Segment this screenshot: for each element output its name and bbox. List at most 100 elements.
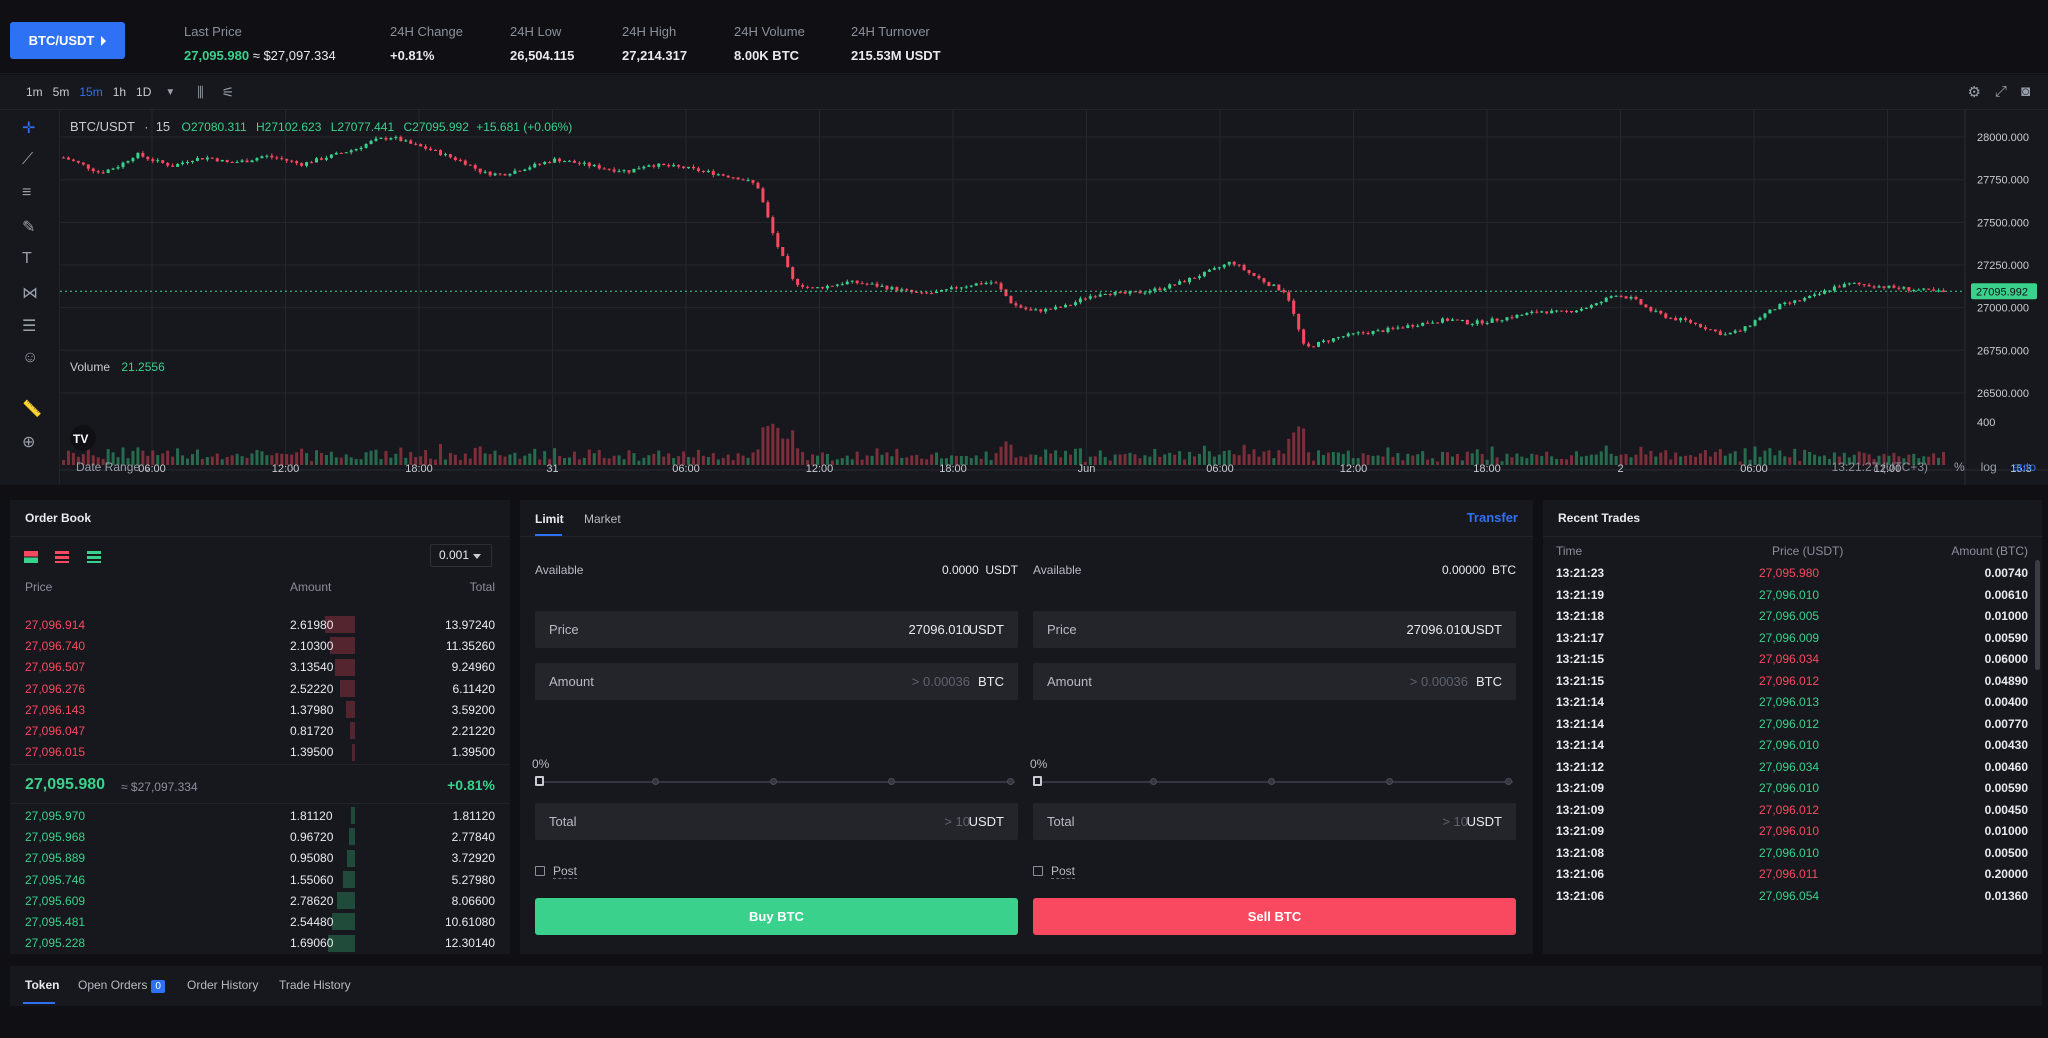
volume-bar: [1004, 441, 1008, 465]
volume-bar: [1698, 453, 1702, 465]
buy-amount-input[interactable]: Amount > 0.00036 BTC: [535, 663, 1018, 700]
candle-body: [1500, 320, 1504, 322]
book-both-icon[interactable]: [24, 551, 38, 563]
candle-body: [1599, 301, 1603, 304]
pair-selector-button[interactable]: BTC/USDT: [10, 22, 125, 59]
candle-body: [225, 160, 229, 163]
trade-row: 13:21:09 27,096.010 0.00590: [1543, 777, 2042, 799]
checkbox[interactable]: [1033, 866, 1043, 876]
stat-24h-high: 24H High 27,214.317: [622, 24, 687, 63]
candle-body: [1282, 290, 1286, 293]
buy-percent-slider[interactable]: [535, 776, 1018, 787]
volume-bar: [225, 456, 229, 465]
tab-trade-history[interactable]: Trade History: [279, 978, 351, 992]
candle-type-icon[interactable]: ⫼: [197, 83, 204, 100]
volume-bar: [657, 450, 661, 465]
ask-row[interactable]: 27,096.143 1.37980 3.59200: [10, 699, 510, 720]
bid-total: 1.81120: [452, 808, 496, 823]
slider-handle[interactable]: [535, 776, 544, 786]
ask-row[interactable]: 27,096.015 1.39500 1.39500: [10, 742, 510, 763]
trade-row: 13:21:18 27,096.005 0.01000: [1543, 605, 2042, 627]
candle-body: [434, 149, 438, 151]
volume-bar: [1272, 458, 1276, 465]
precision-select[interactable]: 0.001: [430, 544, 492, 567]
chart-clock: 13:21:27 (UTC+3): [1831, 460, 1928, 474]
scale-auto-toggle[interactable]: auto: [2012, 460, 2036, 474]
buy-total-input[interactable]: Total > 10 USDT: [535, 803, 1018, 840]
settings-gear-icon[interactable]: ⚙: [1967, 84, 1981, 101]
price-chart[interactable]: 28000.000 27750.000 27500.000 27250.000 2700…: [60, 110, 2048, 485]
transfer-link[interactable]: Transfer: [1466, 510, 1518, 525]
fib-lines-icon[interactable]: ≡: [22, 184, 32, 201]
scale-log-toggle[interactable]: log: [1980, 460, 1997, 474]
bid-row[interactable]: 27,095.228 1.69060 12.30140: [10, 933, 510, 954]
crosshair-icon[interactable]: ✛: [22, 120, 36, 137]
tab-order-history[interactable]: Order History: [187, 978, 259, 992]
volume-bar: [900, 457, 904, 465]
candle-body: [667, 165, 671, 167]
ruler-icon[interactable]: 📏: [22, 401, 42, 418]
emoji-icon[interactable]: ☺: [22, 349, 39, 366]
candle-body: [1237, 264, 1241, 266]
buy-price-input[interactable]: Price 27096.010 USDT: [535, 611, 1018, 648]
buy-post-only[interactable]: Post: [535, 864, 578, 879]
sell-price-input[interactable]: Price 27096.010 USDT: [1033, 611, 1516, 648]
prediction-icon[interactable]: ☰: [22, 318, 37, 335]
interval-15m[interactable]: 15m: [79, 85, 103, 99]
ask-row[interactable]: 27,096.914 2.61980 13.97240: [10, 614, 510, 635]
sell-percent-slider[interactable]: [1033, 776, 1516, 787]
ask-row[interactable]: 27,096.740 2.10300 11.35260: [10, 635, 510, 656]
text-tool-icon[interactable]: T: [22, 250, 32, 267]
candle-body: [830, 285, 834, 287]
indicators-icon[interactable]: ⚟: [221, 83, 235, 100]
sell-total-input[interactable]: Total > 10 USDT: [1033, 803, 1516, 840]
scrollbar[interactable]: [2035, 560, 2040, 670]
volume-bar: [1813, 454, 1817, 465]
depth-bar: [343, 870, 355, 888]
date-range-button[interactable]: Date Range ⌄: [76, 460, 151, 474]
candle-body: [1297, 313, 1301, 330]
sell-post-only[interactable]: Post: [1033, 864, 1076, 879]
bid-total: 12.30140: [444, 936, 495, 951]
buy-button[interactable]: Buy BTC: [535, 898, 1018, 935]
candle-body: [1207, 269, 1211, 272]
brush-icon[interactable]: ✎: [22, 219, 36, 236]
tab-open-orders[interactable]: Open Orders 0: [78, 978, 165, 993]
scale-percent-toggle[interactable]: %: [1953, 460, 1965, 474]
volume-bar: [156, 455, 160, 465]
candle-body: [1044, 308, 1048, 312]
volume-bar: [473, 447, 477, 465]
bid-row[interactable]: 27,095.968 0.96720 2.77840: [10, 826, 510, 847]
candle-body: [339, 152, 343, 154]
trade-amount: 0.01000: [1984, 609, 2028, 623]
camera-icon[interactable]: ◙: [2020, 83, 2030, 100]
ask-row[interactable]: 27,096.507 3.13540 9.24960: [10, 657, 510, 678]
bid-row[interactable]: 27,095.481 2.54480 10.61080: [10, 911, 510, 932]
trendline-icon[interactable]: ⟋: [22, 151, 34, 168]
tab-token[interactable]: Token: [25, 978, 60, 992]
volume-bar: [1743, 448, 1747, 465]
bid-row[interactable]: 27,095.889 0.95080 3.72920: [10, 848, 510, 869]
volume-bar: [364, 452, 368, 465]
sell-amount-input[interactable]: Amount > 0.00036 BTC: [1033, 663, 1516, 700]
tab-limit[interactable]: Limit: [535, 512, 564, 526]
interval-5m[interactable]: 5m: [52, 85, 70, 99]
interval-dropdown-icon[interactable]: ▼: [165, 86, 176, 98]
bid-row[interactable]: 27,095.746 1.55060 5.27980: [10, 869, 510, 890]
bid-row[interactable]: 27,095.609 2.78620 8.06600: [10, 890, 510, 911]
sell-button[interactable]: Sell BTC: [1033, 898, 1516, 935]
zoom-icon[interactable]: ⊕: [22, 434, 36, 451]
interval-1h[interactable]: 1h: [112, 85, 127, 99]
tab-market[interactable]: Market: [584, 512, 621, 526]
interval-1d[interactable]: 1D: [136, 85, 152, 99]
fullscreen-icon[interactable]: ⤢: [1994, 83, 2007, 100]
ask-row[interactable]: 27,096.047 0.81720 2.21220: [10, 720, 510, 741]
pattern-icon[interactable]: ⋈: [22, 285, 38, 302]
book-bids-icon[interactable]: [86, 551, 101, 563]
bid-row[interactable]: 27,095.970 1.81120 1.81120: [10, 805, 510, 826]
interval-1m[interactable]: 1m: [26, 85, 43, 99]
checkbox[interactable]: [535, 866, 545, 876]
book-asks-icon[interactable]: [55, 551, 70, 563]
ask-row[interactable]: 27,096.276 2.52220 6.11420: [10, 678, 510, 699]
slider-handle[interactable]: [1033, 776, 1042, 786]
